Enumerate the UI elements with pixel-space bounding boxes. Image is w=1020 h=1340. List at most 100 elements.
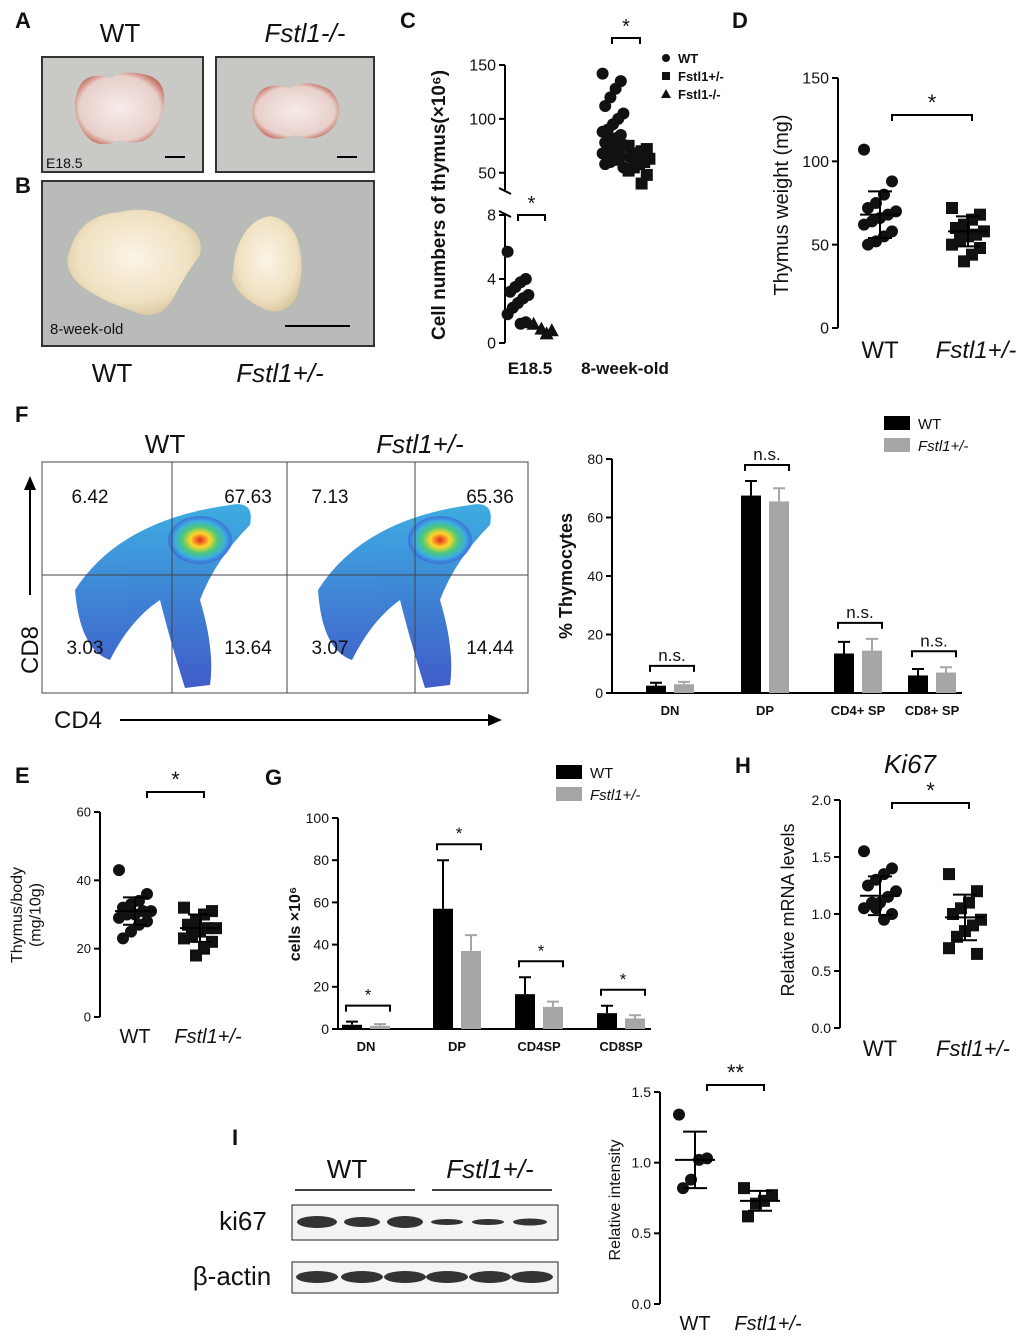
- data-point: [878, 913, 890, 926]
- significance-bracket: [436, 843, 482, 851]
- significance-label: *: [928, 90, 937, 115]
- y-tick-label: 80: [313, 852, 329, 868]
- significance-label: n.s.: [753, 445, 780, 464]
- significance-label: *: [171, 767, 180, 792]
- panel-label: E: [15, 763, 30, 788]
- error-bar: [868, 875, 892, 917]
- legend-label: Fstl1-/-: [678, 87, 721, 102]
- significance-bracket: [611, 37, 641, 44]
- significance-bracket: [911, 650, 957, 658]
- data-point: [622, 164, 635, 177]
- y-tick-label: 0.0: [812, 1020, 832, 1036]
- western-blot: WT Fstl1+/- ki67 β-actin: [193, 1154, 559, 1294]
- bar: [741, 495, 761, 693]
- y-tick-label: 60: [313, 894, 329, 910]
- significance-bracket: [649, 664, 695, 672]
- data-point: [125, 925, 137, 938]
- y-tick-label: 150: [802, 71, 829, 88]
- y-tick-label: 1.5: [812, 849, 832, 865]
- error-bar: [519, 976, 531, 995]
- y-axis-title: (mg/10g): [27, 883, 44, 947]
- legend-swatch: [556, 765, 582, 779]
- significance-bracket: [891, 114, 973, 121]
- photo-label: Fstl1+/-: [236, 358, 324, 388]
- x-tick-label: WT: [861, 337, 899, 364]
- legend-label: Fstl1+/-: [678, 69, 724, 84]
- panel-label: C: [400, 8, 416, 33]
- stage-label: 8-week-old: [50, 321, 123, 338]
- data-point: [609, 82, 622, 95]
- significance-bracket: [517, 214, 546, 221]
- y-tick-label: 150: [469, 58, 496, 75]
- flow-title: WT: [145, 429, 186, 459]
- error-bar: [465, 934, 477, 951]
- error-bar: [866, 637, 878, 651]
- axis-title: CD4: [54, 707, 102, 734]
- legend-label: WT: [678, 51, 698, 66]
- x-tick-label: WT: [863, 1036, 897, 1061]
- flow-plots: WT Fstl1+/- 6.42 67.63 3.03 13.64 7.13 6…: [17, 429, 529, 734]
- y-tick-label: 20: [77, 941, 91, 956]
- y-tick-label: 100: [802, 154, 829, 171]
- quadrant-value: 14.44: [466, 638, 514, 659]
- y-axis-title: Thymus weight (mg): [771, 114, 793, 295]
- data-point: [635, 177, 648, 190]
- error-bar: [188, 913, 212, 943]
- panel-label: H: [735, 753, 751, 778]
- data-point: [858, 218, 870, 231]
- data-point: [886, 175, 898, 188]
- thymus-image: [74, 72, 165, 145]
- significance-label: *: [528, 193, 536, 215]
- y-axis-title: Relative mRNA levels: [778, 823, 798, 996]
- quadrant-value: 3.07: [312, 638, 349, 659]
- data-point: [178, 901, 190, 914]
- quadrant-value: 7.13: [312, 487, 349, 508]
- blot-group: Fstl1+/-: [446, 1154, 534, 1184]
- stage-label: E18.5: [46, 155, 83, 171]
- significance-label: *: [456, 824, 463, 843]
- error-bar: [123, 896, 147, 926]
- data-point: [117, 932, 129, 945]
- quadrant-value: 65.36: [466, 487, 514, 508]
- legend-marker: [661, 89, 671, 98]
- significance-bracket: [837, 621, 883, 629]
- data-point: [742, 1210, 754, 1223]
- y-tick-label: 0: [595, 685, 603, 701]
- legend-marker: [662, 54, 670, 62]
- data-point: [599, 158, 612, 171]
- flow-title: Fstl1+/-: [376, 429, 464, 459]
- legend-marker: [662, 72, 670, 80]
- axis-title: CD8: [17, 626, 44, 674]
- error-bar: [912, 668, 924, 676]
- photo-panels: WT Fstl1-/- E18.5 8-week-old WT Fstl1+/-: [41, 18, 375, 388]
- data-point: [113, 864, 125, 877]
- data-point: [943, 942, 955, 955]
- x-tick-label: Fstl1+/-: [174, 1026, 242, 1048]
- y-axis-title: Cell numbers of thymus(×10⁶): [429, 70, 450, 340]
- thymus-image: [252, 83, 339, 139]
- error-bar: [346, 1020, 358, 1025]
- panel-label: I: [232, 1125, 238, 1150]
- data-point: [504, 285, 517, 298]
- data-point: [958, 255, 970, 268]
- error-bar: [374, 1023, 386, 1026]
- data-point: [673, 1108, 685, 1121]
- error-bar: [650, 681, 662, 686]
- axis-break: [498, 187, 512, 218]
- arrow-head: [488, 714, 502, 726]
- error-bar: [940, 666, 952, 673]
- y-tick-label: 1.0: [812, 906, 832, 922]
- panel-label: B: [15, 173, 31, 198]
- y-axis-title: cells ×10⁶: [287, 887, 304, 962]
- legend-label: Fstl1+/-: [918, 438, 968, 455]
- data-point: [946, 238, 958, 251]
- x-tick-label: Fstl1+/-: [734, 1313, 802, 1335]
- bar: [908, 675, 928, 693]
- error-bar: [748, 1189, 772, 1212]
- error-bar: [773, 487, 785, 502]
- significance-bracket: [345, 1004, 391, 1012]
- x-tick-label: WT: [119, 1026, 150, 1048]
- data-point: [596, 147, 609, 160]
- error-bar: [683, 1130, 707, 1190]
